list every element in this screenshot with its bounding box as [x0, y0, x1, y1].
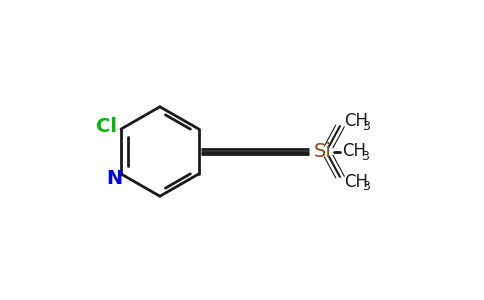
Text: Cl: Cl [96, 117, 117, 136]
Text: Si: Si [314, 142, 332, 161]
Text: 3: 3 [363, 180, 370, 193]
Text: 3: 3 [363, 120, 370, 133]
Text: CH: CH [344, 112, 368, 130]
Text: CH: CH [344, 172, 368, 190]
Text: 3: 3 [361, 150, 368, 163]
Text: N: N [106, 169, 122, 188]
Text: CH: CH [342, 142, 366, 160]
